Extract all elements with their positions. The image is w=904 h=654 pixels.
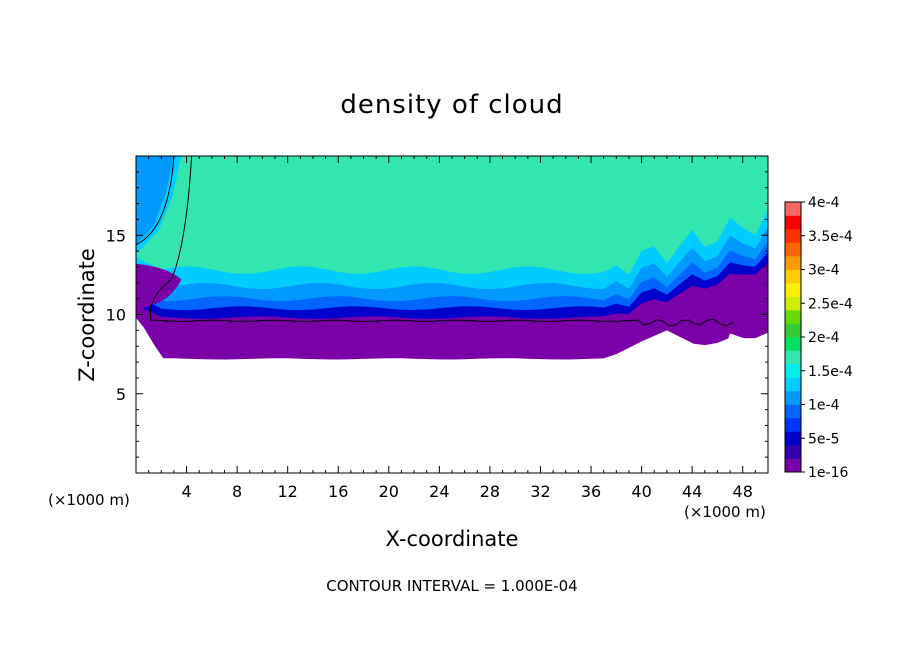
colorbar-label: 1e-4 [808, 398, 840, 414]
colorbar-swatch [785, 256, 801, 270]
x-tick-label: 28 [480, 482, 500, 501]
clear-air-below [136, 317, 768, 473]
chart-title: density of cloud [340, 90, 563, 120]
colorbar-swatch [785, 431, 801, 446]
colorbar-label: 3e-4 [808, 263, 840, 279]
colorbar-swatch [785, 404, 801, 419]
contour-line-main [151, 318, 733, 327]
colorbar-label: 1.5e-4 [808, 364, 853, 380]
colorbar-swatch [785, 364, 801, 378]
colorbar-swatch [785, 242, 801, 257]
colorbar-swatch [785, 283, 801, 297]
colorbar-label: 5e-5 [808, 431, 839, 447]
x-axis-ticks: 4 8 12 16 20 24 28 32 36 40 44 48 [148, 156, 756, 501]
colorbar-swatch [785, 202, 801, 216]
colorbar-swatch [785, 458, 801, 473]
colorbar-swatch [785, 337, 801, 351]
y-tick-label: 10 [106, 306, 126, 325]
x-tick-label: 44 [682, 482, 702, 501]
colorbar-label: 2.5e-4 [808, 296, 853, 312]
x-tick-label: 32 [530, 482, 550, 501]
plot-area [135, 155, 769, 474]
left-edge-patch [136, 263, 182, 312]
contour-line-left-outer [136, 156, 175, 246]
x-unit-left: (×1000 m) [48, 491, 130, 509]
cloud-field [136, 156, 768, 473]
x-tick-label: 40 [631, 482, 651, 501]
x-tick-label: 24 [429, 482, 449, 501]
x-tick-label: 48 [733, 482, 753, 501]
colorbar-swatch [785, 310, 801, 324]
colorbar-swatch [785, 391, 801, 405]
x-tick-label: 12 [278, 482, 298, 501]
x-tick-label: 8 [232, 482, 242, 501]
colorbar-swatch [785, 296, 801, 311]
colorbar: 1e-16 5e-5 1e-4 1.5e-4 2e-4 2.5e-4 3e-4 3.5e-4 4… [784, 195, 853, 481]
colorbar-swatch [785, 229, 801, 243]
colorbar-label: 4e-4 [808, 195, 840, 211]
colorbar-swatch [785, 323, 801, 338]
cloud-top-band-1 [136, 156, 768, 194]
colorbar-swatch [785, 377, 801, 392]
x-tick-label: 4 [181, 482, 191, 501]
contour-line-left [149, 156, 193, 321]
colorbar-label: 3.5e-4 [808, 229, 853, 245]
colorbar-swatch [785, 445, 801, 459]
y-tick-label: 15 [106, 226, 126, 245]
colorbar-swatch [785, 418, 801, 432]
x-axis-label: X-coordinate [386, 527, 519, 551]
y-axis-label: Z-coordinate [75, 248, 99, 382]
y-axis-ticks: 5 10 15 [106, 171, 768, 458]
left-wedge-inner [136, 156, 174, 245]
colorbar-swatch [785, 350, 801, 365]
x-tick-label: 36 [581, 482, 601, 501]
colorbar-label: 1e-16 [808, 465, 848, 481]
x-unit-right: (×1000 m) [684, 503, 766, 521]
colorbar-swatch [785, 215, 801, 230]
colorbar-swatch [785, 269, 801, 284]
x-tick-label: 20 [379, 482, 399, 501]
contour-interval-note: CONTOUR INTERVAL = 1.000E-04 [326, 577, 577, 595]
colorbar-label: 2e-4 [808, 330, 840, 346]
x-tick-label: 16 [328, 482, 348, 501]
y-tick-label: 5 [116, 385, 126, 404]
